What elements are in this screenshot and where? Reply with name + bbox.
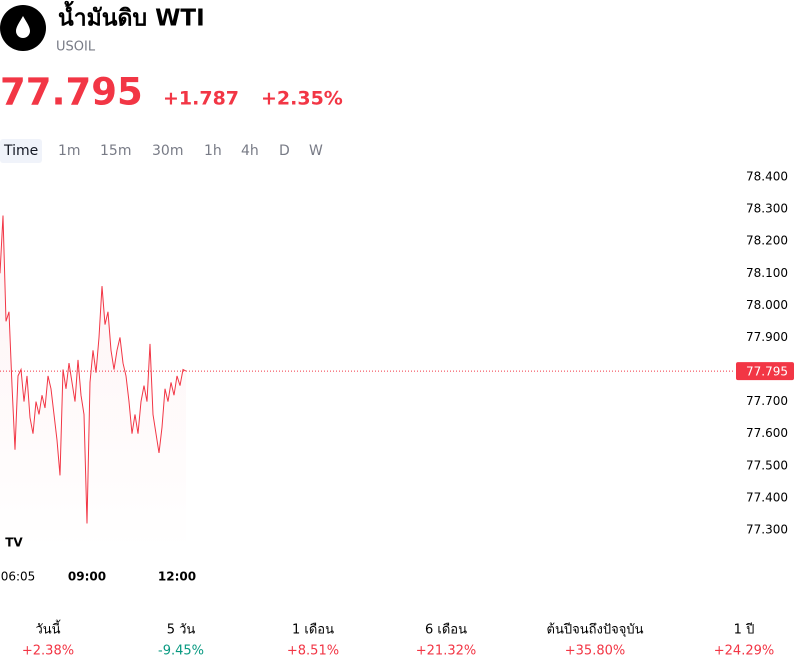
x-tick-label: 12:00 (158, 570, 196, 584)
drop-icon (16, 16, 30, 38)
performance-label: วันนี้ (35, 620, 61, 638)
y-tick-label: 78.100 (746, 266, 788, 280)
y-tick-label: 77.900 (746, 330, 788, 344)
performance-value: +8.51% (287, 644, 339, 659)
interval-button[interactable]: 1h (204, 143, 222, 159)
x-tick-label: 09:00 (68, 570, 106, 584)
price: 77.795 (0, 71, 143, 114)
y-tick-label: 77.600 (746, 426, 788, 440)
change-percent: +2.35% (261, 88, 343, 110)
performance-value: +35.80% (565, 644, 625, 659)
symbol: USOIL (56, 40, 96, 55)
price-line (0, 215, 187, 524)
y-tick-label: 77.700 (746, 394, 788, 408)
area (0, 215, 186, 552)
performance-value: +24.29% (714, 644, 774, 659)
performance-value: +21.32% (416, 644, 476, 659)
performance-label: 6 เดือน (425, 622, 467, 638)
interval-button[interactable]: Time (3, 143, 38, 159)
last-price-label: 77.795 (746, 365, 788, 379)
y-tick-label: 78.200 (746, 234, 788, 248)
change: +1.787 (163, 88, 239, 110)
performance-label: ต้นปีจนถึงปัจจุบัน (547, 622, 644, 638)
performance-label: 5 วัน (167, 623, 196, 638)
y-tick-label: 78.300 (746, 202, 788, 216)
performance-label: 1 เดือน (292, 622, 334, 638)
interval-button[interactable]: 4h (241, 143, 259, 159)
interval-button[interactable]: W (309, 143, 323, 159)
y-tick-label: 77.400 (746, 490, 788, 504)
y-tick-label: 77.300 (746, 522, 788, 536)
interval-button[interactable]: 30m (152, 143, 183, 159)
y-tick-label: 78.400 (746, 170, 788, 184)
performance-value: -9.45% (158, 644, 204, 659)
interval-button[interactable]: D (279, 143, 290, 159)
interval-selected-bg (0, 139, 42, 163)
interval-button[interactable]: 1m (58, 143, 81, 159)
performance-label: 1 ปี (734, 622, 755, 638)
y-tick-label: 78.000 (746, 298, 788, 312)
x-tick-label: 06:05 (1, 570, 36, 584)
interval-button[interactable]: 15m (100, 143, 131, 159)
title: น้ำมันดิบ WTI (58, 1, 205, 32)
last-price-box (736, 362, 794, 381)
y-tick-label: 77.500 (746, 458, 788, 472)
performance-value: +2.38% (22, 644, 74, 659)
